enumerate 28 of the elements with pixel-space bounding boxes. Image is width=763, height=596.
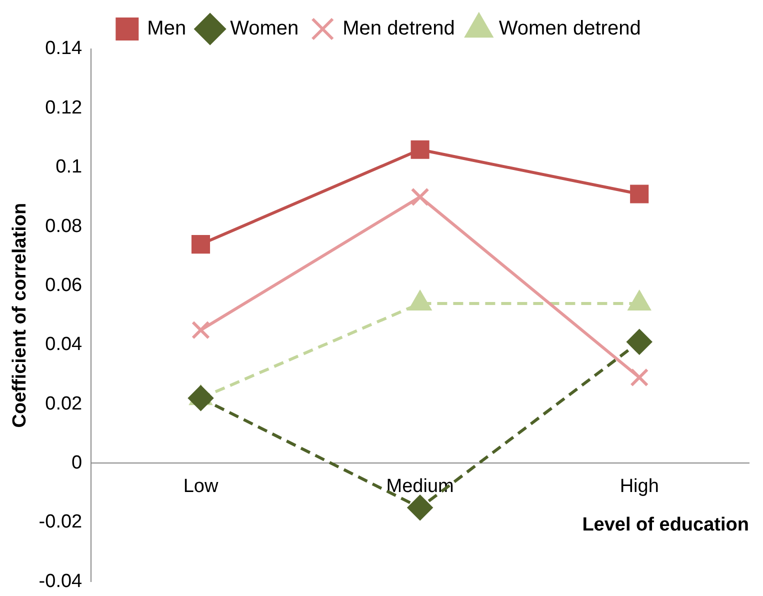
y-tick-label: 0.1 xyxy=(56,156,82,178)
x-tick-label: Low xyxy=(183,476,218,497)
legend-label: Men xyxy=(147,18,186,40)
legend-label: Women detrend xyxy=(498,18,641,40)
point xyxy=(630,368,649,387)
y-tick-label: 0.14 xyxy=(45,38,83,60)
y-tick-label: 0.12 xyxy=(45,97,82,118)
legend-label: Women xyxy=(230,18,299,40)
y-tick-label: 0.06 xyxy=(45,274,82,296)
y-tick-label: 0.04 xyxy=(45,334,83,356)
y-tick-label: -0.02 xyxy=(38,512,82,533)
y-tick-label: 0.08 xyxy=(45,216,82,237)
x-tick-label: Medium xyxy=(386,476,454,497)
y-tick-label: 0 xyxy=(72,452,82,474)
point xyxy=(408,495,433,520)
legend-label: Men detrend xyxy=(342,18,455,40)
y-axis-title: Coefficient of correlation xyxy=(10,202,31,428)
x-axis-title: Level of education xyxy=(582,514,749,536)
x-tick-label: High xyxy=(620,476,659,497)
y-tick-label: -0.04 xyxy=(38,570,83,592)
y-tick-label: 0.02 xyxy=(45,393,82,414)
point xyxy=(410,140,430,159)
point xyxy=(626,329,652,354)
point xyxy=(191,320,210,340)
point xyxy=(191,235,210,254)
point xyxy=(410,188,430,206)
point xyxy=(188,386,214,411)
point xyxy=(630,184,649,204)
